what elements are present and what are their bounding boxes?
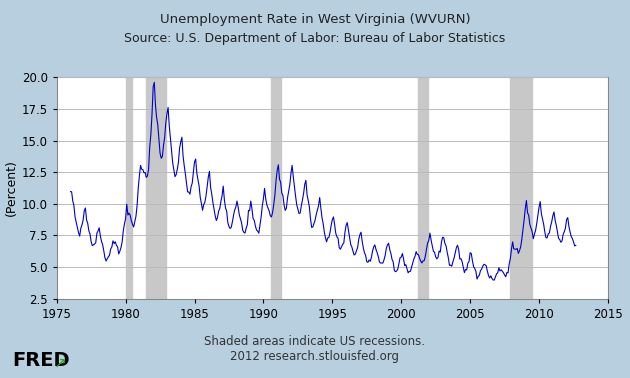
Bar — [418, 77, 428, 299]
Bar — [125, 77, 132, 299]
Text: FRED: FRED — [13, 352, 70, 370]
Text: ↗: ↗ — [54, 355, 66, 370]
Bar — [510, 77, 532, 299]
Bar — [272, 77, 280, 299]
Text: Source: U.S. Department of Labor: Bureau of Labor Statistics: Source: U.S. Department of Labor: Bureau… — [124, 32, 506, 45]
Y-axis label: (Percent): (Percent) — [4, 160, 18, 217]
Text: Shaded areas indicate US recessions.
2012 research.stlouisfed.org: Shaded areas indicate US recessions. 201… — [205, 335, 425, 363]
Text: Unemployment Rate in West Virginia (WVURN): Unemployment Rate in West Virginia (WVUR… — [159, 13, 471, 26]
Bar — [146, 77, 166, 299]
